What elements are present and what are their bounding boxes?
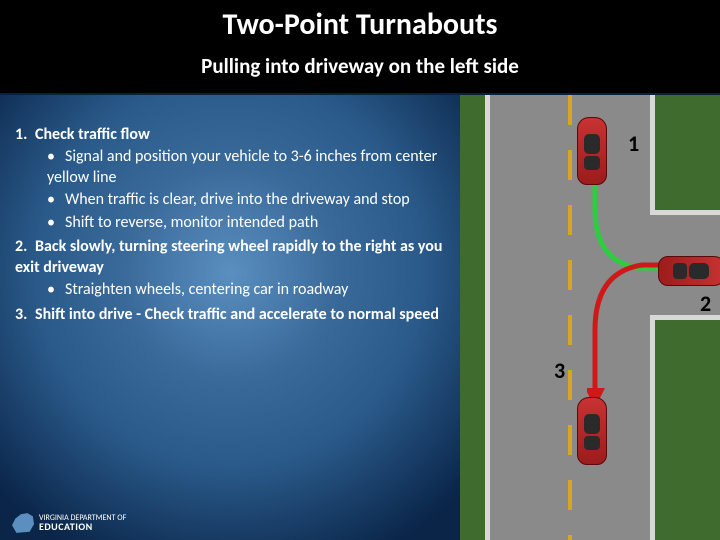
step-1-subs: •Signal and position your vehicle to 3-6… <box>47 147 450 233</box>
instruction-list: 1.Check traffic flow •Signal and positio… <box>15 125 450 325</box>
step-3: 3.Shift into drive - Check traffic and a… <box>15 305 450 325</box>
car-position-1 <box>575 115 609 187</box>
instructions-column: 1.Check traffic flow •Signal and positio… <box>0 95 460 540</box>
car-icon <box>577 397 607 465</box>
step-2-subs: •Straighten wheels, centering car in roa… <box>47 280 450 300</box>
grass-left <box>460 95 490 540</box>
list-item: •Shift to reverse, monitor intended path <box>47 213 450 233</box>
center-yellow-line <box>568 95 572 540</box>
diagram-label-2: 2 <box>700 290 711 317</box>
list-item: •Signal and position your vehicle to 3-6… <box>47 147 450 188</box>
diagram-label-1: 1 <box>628 130 639 157</box>
footer-logo: VIRGINIA DEPARTMENT OF EDUCATION <box>12 512 126 534</box>
logo-text: VIRGINIA DEPARTMENT OF EDUCATION <box>39 514 126 532</box>
list-item: •Straighten wheels, centering car in roa… <box>47 280 450 300</box>
list-item: •When traffic is clear, drive into the d… <box>47 190 450 210</box>
content-area: 1.Check traffic flow •Signal and positio… <box>0 95 720 540</box>
grass-right-bottom <box>650 315 720 540</box>
car-position-3 <box>575 395 609 467</box>
grass-right-top <box>650 95 720 215</box>
diagram-label-3: 3 <box>554 357 565 384</box>
virginia-shape-icon <box>12 512 34 534</box>
header: Two-Point Turnabouts Pulling into drivew… <box>0 0 720 95</box>
step-2: 2.Back slowly, turning steering wheel ra… <box>15 237 450 300</box>
diagram-column: 1 2 3 <box>460 95 720 540</box>
car-position-2 <box>656 254 720 288</box>
step-1: 1.Check traffic flow •Signal and positio… <box>15 125 450 233</box>
car-icon <box>658 256 720 286</box>
slide-subtitle: Pulling into driveway on the left side <box>0 43 720 79</box>
slide-title: Two-Point Turnabouts <box>0 0 720 43</box>
car-icon <box>577 117 607 185</box>
